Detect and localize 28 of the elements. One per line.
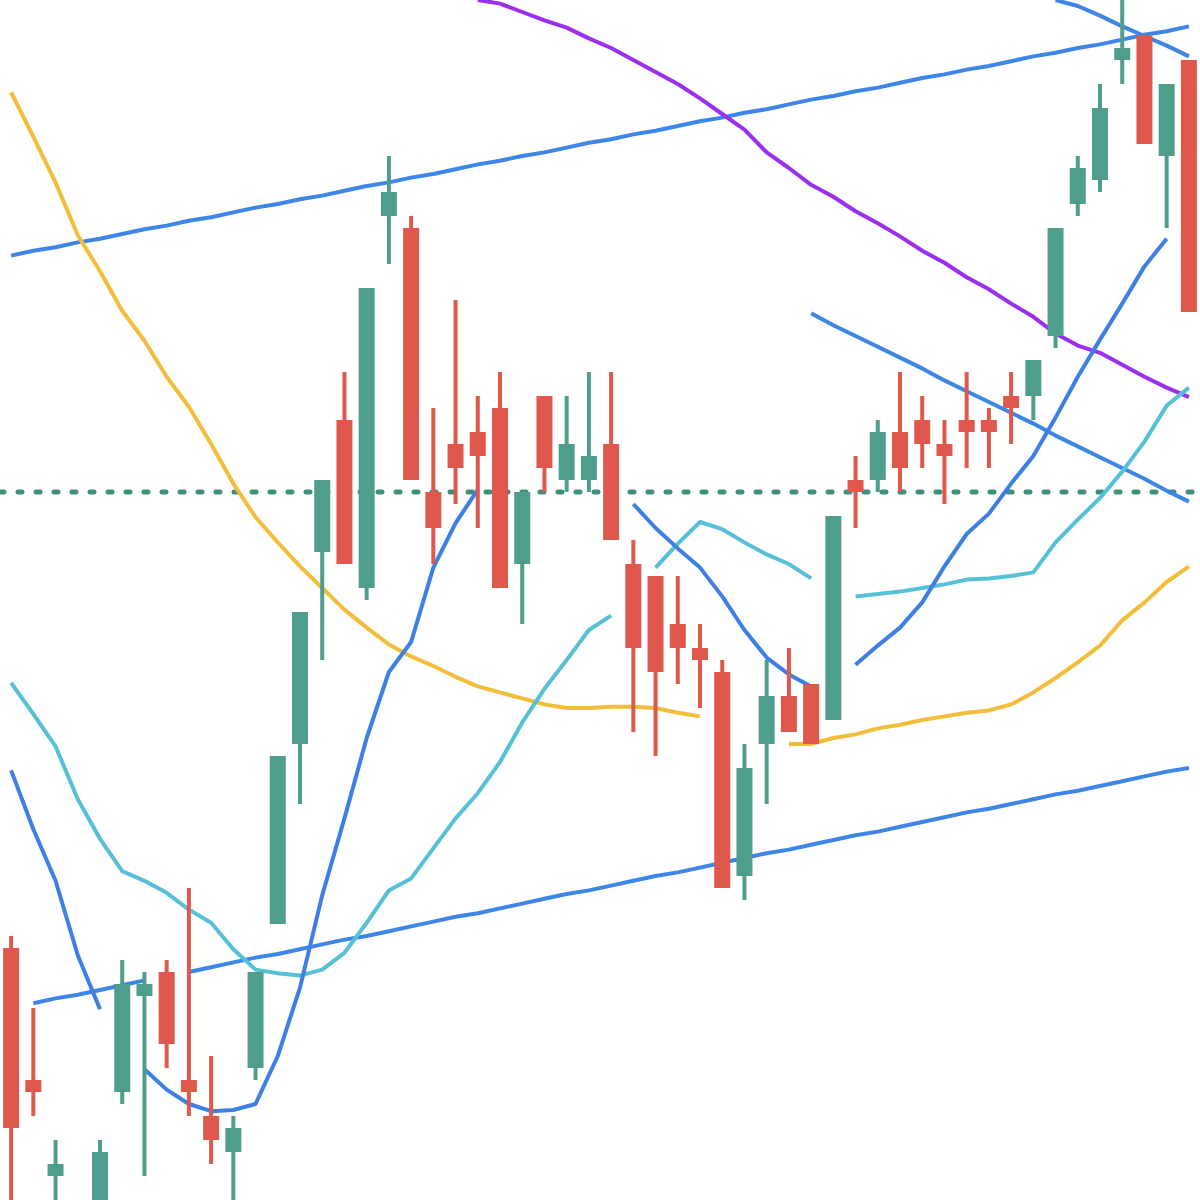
candlestick — [203, 1054, 220, 1166]
candlestick — [425, 406, 442, 566]
candlestick — [980, 406, 997, 470]
candlestick — [1069, 154, 1086, 218]
candlestick — [892, 370, 908, 494]
candlestick — [47, 1138, 64, 1200]
candlestick — [958, 370, 975, 470]
candlestick — [580, 370, 597, 494]
candlestick — [380, 154, 397, 266]
candlestick — [1003, 370, 1020, 446]
candlestick — [92, 1138, 108, 1200]
candlestick — [558, 394, 575, 494]
candlestick — [180, 886, 197, 1118]
candlestick — [25, 1006, 42, 1118]
candlestick — [780, 646, 797, 734]
candlestick — [669, 574, 686, 686]
candlestick — [1114, 0, 1131, 86]
candlestick — [914, 394, 931, 470]
candlestick — [692, 622, 708, 710]
candlestick — [847, 454, 864, 530]
candlestick — [936, 418, 953, 506]
candlestick — [136, 970, 153, 1178]
candlestick — [758, 658, 775, 806]
candlestick — [469, 394, 486, 530]
candlestick — [869, 418, 886, 494]
candlestick — [1025, 358, 1042, 422]
candlestick — [447, 298, 464, 506]
candlestick — [225, 1114, 242, 1200]
